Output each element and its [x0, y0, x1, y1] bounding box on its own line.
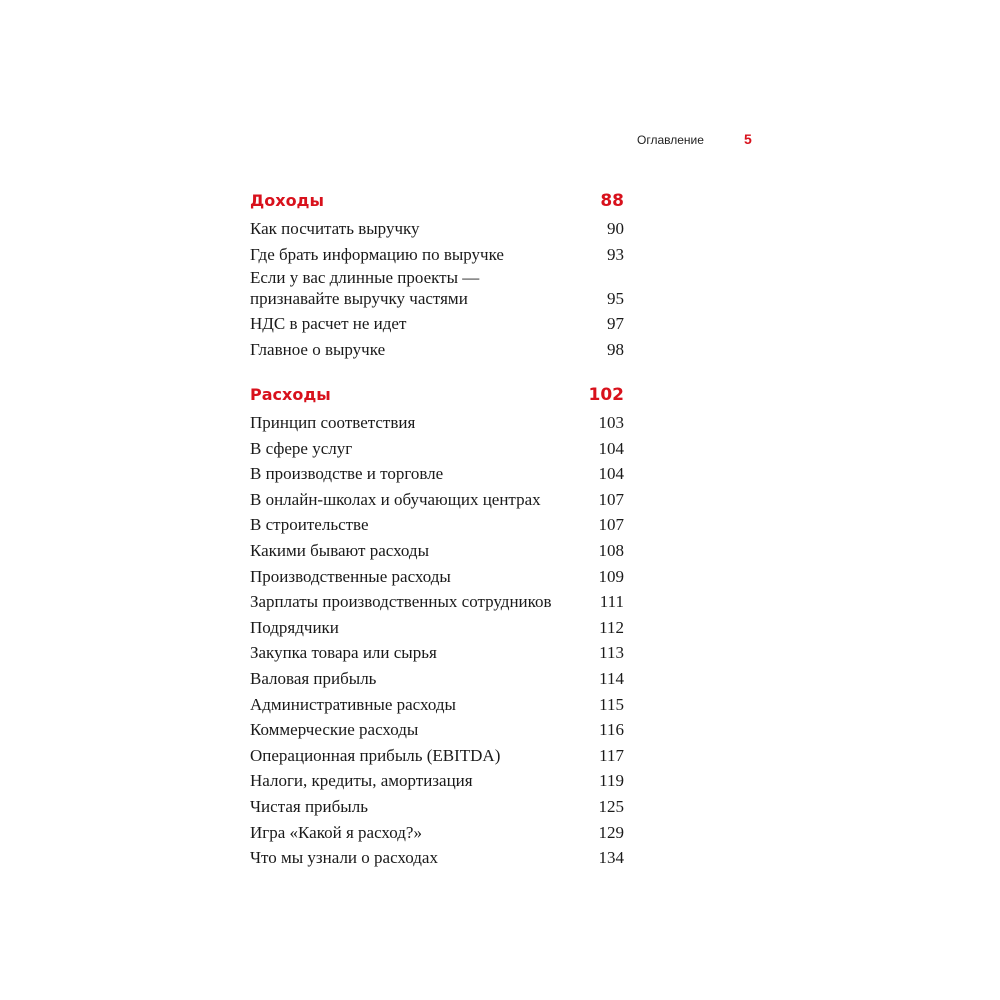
toc-entry-title: Главное о выручке: [250, 339, 386, 359]
toc-entry[interactable]: Как посчитать выручку 90: [250, 216, 624, 242]
toc-entry-title: В производстве и торговле: [250, 464, 444, 484]
toc-entry-title: Налоги, кредиты, амортизация: [250, 771, 473, 791]
toc-entry-page: 115: [599, 694, 624, 714]
toc-entry-title: Валовая прибыль: [250, 668, 377, 688]
toc-entry-title: Зарплаты производственных сотрудников: [250, 592, 552, 612]
toc-entry[interactable]: Налоги, кредиты, амортизация 119: [250, 768, 624, 794]
toc-entry-page: 114: [599, 668, 624, 688]
toc-entry[interactable]: В строительстве 107: [250, 512, 624, 538]
toc-entry[interactable]: Административные расходы 115: [250, 692, 624, 718]
toc-entry[interactable]: Где брать информацию по выручке 93: [250, 242, 624, 268]
toc-entry-title: Закупка товара или сырья: [250, 643, 437, 663]
toc-entry-page: 125: [598, 796, 625, 816]
toc-entry[interactable]: Если у вас длинные проекты — признавайте…: [250, 267, 624, 311]
toc-entry-title: В сфере услуг: [250, 438, 353, 458]
toc-entry-title: Производственные расходы: [250, 566, 451, 586]
toc-entry[interactable]: В сфере услуг 104: [250, 436, 624, 462]
toc-entry[interactable]: Какими бывают расходы 108: [250, 538, 624, 564]
toc-entry-page: 113: [599, 643, 624, 663]
toc-entry-title: Если у вас длинные проекты — признавайте…: [250, 268, 480, 309]
toc-entry[interactable]: В онлайн-школах и обучающих центрах 107: [250, 487, 624, 513]
toc-entry-page: 116: [599, 720, 624, 740]
toc-section-heading[interactable]: Доходы 88: [250, 188, 624, 214]
toc-entry-page: 119: [599, 771, 624, 791]
toc-entry-page: 104: [598, 464, 625, 484]
toc-entry[interactable]: Что мы узнали о расходах 134: [250, 845, 624, 871]
toc-entry-page: 108: [598, 540, 625, 560]
section-title: Расходы: [250, 385, 331, 404]
toc-entry-page: 134: [598, 848, 625, 868]
toc-section-heading[interactable]: Расходы 102: [250, 382, 624, 408]
toc-entry[interactable]: Коммерческие расходы 116: [250, 717, 624, 743]
toc-entry[interactable]: Закупка товара или сырья 113: [250, 640, 624, 666]
toc-entry-title: Где брать информацию по выручке: [250, 244, 504, 264]
toc-entry-title: Игра «Какой я расход?»: [250, 822, 422, 842]
page-number: 5: [744, 131, 752, 147]
toc-entry-page: 129: [598, 822, 625, 842]
toc-entry[interactable]: Игра «Какой я расход?» 129: [250, 820, 624, 846]
toc-entry-page: 107: [598, 515, 625, 535]
toc-entry-title: НДС в расчет не идет: [250, 314, 407, 334]
toc-entry-page: 97: [607, 314, 624, 334]
toc-entry-title: Что мы узнали о расходах: [250, 848, 438, 868]
toc-entry-page: 109: [598, 566, 625, 586]
toc-entry[interactable]: Главное о выручке 98: [250, 337, 624, 363]
toc-entry-page: 104: [598, 438, 625, 458]
toc-entry-title: В строительстве: [250, 515, 369, 535]
toc-entry[interactable]: Зарплаты производственных сотрудников 11…: [250, 589, 624, 615]
toc-entry-page: 93: [607, 244, 624, 264]
toc-entry-title: Подрядчики: [250, 617, 339, 637]
toc-section-income: Доходы 88 Как посчитать выручку 90 Где б…: [250, 188, 624, 362]
toc-entry[interactable]: Производственные расходы 109: [250, 564, 624, 590]
toc-entry-page: 112: [599, 617, 624, 637]
section-page: 102: [588, 385, 625, 405]
toc-entry-page: 98: [607, 339, 624, 359]
section-page: 88: [600, 191, 624, 211]
toc-entry-title: Операционная прибыль (EBITDA): [250, 745, 501, 765]
running-header-title: Оглавление: [637, 133, 704, 147]
toc-entry[interactable]: НДС в расчет не идет 97: [250, 311, 624, 337]
toc-entry-title: Как посчитать выручку: [250, 219, 420, 238]
toc-entry[interactable]: Валовая прибыль 114: [250, 666, 624, 692]
toc-entry-page: 111: [599, 592, 624, 612]
toc-entry[interactable]: Подрядчики 112: [250, 615, 624, 641]
toc-entry[interactable]: Принцип соответствия 103: [250, 410, 624, 436]
section-title: Доходы: [250, 191, 324, 210]
toc-entry-title: Коммерческие расходы: [250, 720, 419, 740]
toc-entry-page: 95: [607, 288, 624, 308]
toc-entry-title: Какими бывают расходы: [250, 540, 429, 560]
toc-entry[interactable]: В производстве и торговле 104: [250, 461, 624, 487]
toc-section-expenses: Расходы 102 Принцип соответствия 103 В с…: [250, 382, 624, 871]
toc-entry[interactable]: Чистая прибыль 125: [250, 794, 624, 820]
toc-entry-title: В онлайн-школах и обучающих центрах: [250, 489, 541, 509]
toc-entry-page: 90: [607, 219, 624, 238]
toc-entry-page: 117: [599, 745, 624, 765]
toc-entry[interactable]: Операционная прибыль (EBITDA) 117: [250, 743, 624, 769]
toc-entry-page: 107: [598, 489, 625, 509]
toc-entry-page: 103: [598, 413, 625, 432]
toc-entry-title: Чистая прибыль: [250, 796, 368, 816]
toc-entry-title: Принцип соответствия: [250, 413, 416, 432]
toc-entry-title: Административные расходы: [250, 694, 456, 714]
